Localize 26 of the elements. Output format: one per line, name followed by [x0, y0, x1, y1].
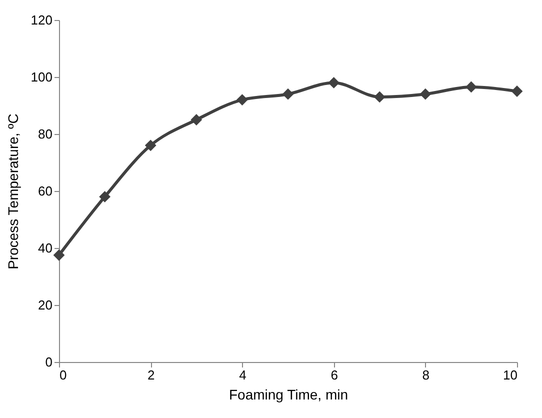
point — [190, 114, 202, 126]
point — [328, 77, 340, 88]
x-tick-label: 8 — [422, 368, 430, 382]
point — [99, 191, 110, 202]
y-tick-label: 100 — [30, 70, 52, 84]
point — [236, 94, 248, 106]
point — [374, 91, 386, 103]
y-axis-title: Process Temperature, ºC — [4, 114, 21, 270]
x-axis-title: Foaming Time, min — [228, 386, 348, 402]
y-tick-label: 80 — [38, 126, 52, 142]
y-tick-label: 120 — [30, 12, 52, 28]
x-tick-label: 0 — [60, 368, 67, 382]
x-tick-label: 2 — [147, 368, 155, 382]
point — [511, 86, 523, 97]
point — [144, 140, 156, 152]
x-tick-label: 4 — [239, 368, 246, 382]
y-tick-label: 40 — [38, 240, 52, 256]
x-tick-label: 10 — [503, 368, 518, 382]
y-tick-label: 20 — [38, 298, 52, 312]
point — [53, 249, 65, 261]
point — [420, 88, 432, 100]
x-tick-label: 6 — [330, 368, 338, 382]
point — [466, 81, 477, 93]
y-tick-label: 0 — [45, 354, 52, 370]
y-tick-label: 60 — [38, 184, 52, 198]
point — [282, 88, 294, 100]
